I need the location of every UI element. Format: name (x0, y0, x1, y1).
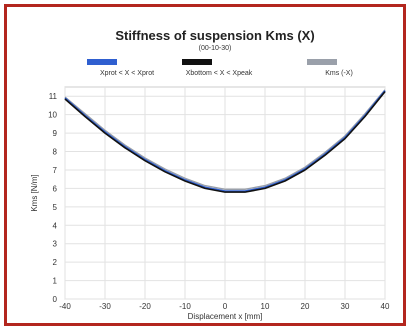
y-tick-label: 0 (53, 295, 58, 304)
y-tick-label: 3 (53, 240, 58, 249)
y-tick-label: 10 (48, 111, 57, 120)
x-tick-label: -40 (59, 302, 71, 311)
legend-swatch (87, 59, 117, 65)
legend-swatch (307, 59, 337, 65)
y-tick-label: 2 (53, 258, 58, 267)
series-line (64, 89, 386, 191)
y-axis-label: Kms [N/m] (30, 174, 39, 211)
y-tick-label: 7 (53, 166, 58, 175)
y-tick-label: 6 (53, 184, 58, 193)
x-tick-label: 40 (381, 302, 390, 311)
y-tick-label: 8 (53, 148, 58, 157)
y-tick-label: 4 (53, 221, 58, 230)
legend-swatch (182, 59, 212, 65)
legend-label: Xbottom < X < Xpeak (186, 70, 253, 77)
grid (64, 87, 386, 300)
stiffness-chart: Stiffness of suspension Kms (X) (00-10-3… (30, 28, 390, 321)
series-lines (64, 89, 386, 193)
x-tick-label: 10 (261, 302, 270, 311)
x-axis-ticks: -40 -30 -20 -10 0 10 20 30 40 (59, 302, 390, 311)
x-tick-label: -10 (179, 302, 191, 311)
legend-label: Kms (-X) (325, 70, 353, 77)
y-tick-label: 5 (53, 203, 58, 212)
x-tick-label: 20 (301, 302, 310, 311)
x-axis-label: Displacement x [mm] (188, 312, 263, 321)
y-tick-label: 9 (53, 129, 58, 138)
legend-label: Xprot < X < Xprot (100, 70, 154, 77)
series-line (64, 91, 386, 193)
x-tick-label: -20 (139, 302, 151, 311)
chart-subtitle: (00-10-30) (199, 45, 232, 52)
chart-title: Stiffness of suspension Kms (X) (115, 28, 314, 43)
y-tick-label: 1 (53, 277, 58, 286)
y-tick-label: 11 (49, 92, 58, 101)
x-tick-label: -30 (99, 302, 111, 311)
y-axis-ticks: 0 1 2 3 4 5 6 7 8 9 10 11 (48, 92, 57, 304)
legend: Xprot < X < Xprot Xbottom < X < Xpeak Kms … (87, 59, 353, 77)
x-tick-label: 30 (341, 302, 350, 311)
x-tick-label: 0 (223, 302, 228, 311)
chart-frame: Stiffness of suspension Kms (X) (00-10-3… (4, 4, 406, 326)
